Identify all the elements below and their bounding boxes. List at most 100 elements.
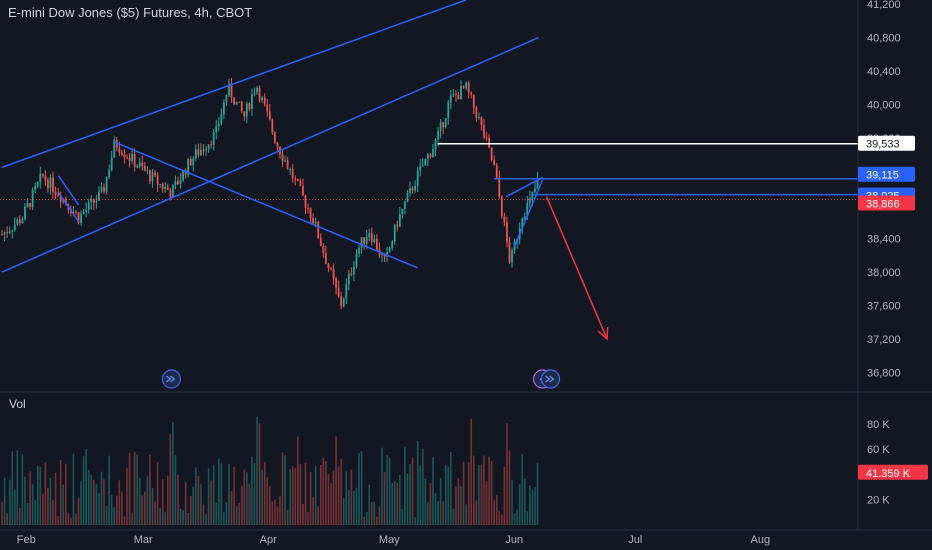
candle: [1, 230, 3, 236]
candle: [429, 152, 432, 159]
candle: [215, 120, 218, 140]
volume-bar: [439, 478, 442, 525]
volume-bar: [235, 505, 238, 525]
volume-bar: [332, 470, 335, 525]
candle: [393, 224, 396, 245]
volume-bar: [268, 486, 271, 525]
volume-bar: [434, 493, 437, 525]
volume-bar: [498, 511, 501, 525]
volume-bar: [215, 502, 218, 525]
volume-bar: [195, 467, 197, 525]
candle: [141, 155, 144, 171]
events-marker-icon[interactable]: [540, 369, 561, 389]
volume-bar: [480, 464, 483, 525]
candle: [34, 182, 37, 194]
volume-bar: [353, 490, 355, 525]
volume-bar: [49, 477, 52, 525]
candle: [240, 100, 243, 114]
volume-bar: [373, 501, 376, 525]
candle: [312, 213, 315, 225]
volume-bar: [345, 470, 348, 525]
volume-bar: [223, 512, 225, 525]
candle: [276, 141, 279, 152]
volume-bar: [146, 476, 149, 525]
time-axis[interactable]: Feb Mar Apr May Jun Jul Aug: [17, 534, 770, 546]
candle: [447, 99, 450, 125]
volume-bar: [8, 479, 11, 525]
volume-bar: [381, 447, 383, 525]
candle: [24, 203, 26, 221]
time-tick-label: Jun: [505, 534, 523, 546]
events-marker-icon[interactable]: [161, 369, 182, 389]
candle: [475, 105, 478, 122]
candle: [225, 94, 228, 106]
volume-bar: [82, 456, 85, 525]
event-markers-layer[interactable]: [161, 369, 561, 389]
candle: [304, 194, 307, 215]
volume-badge: 41.359 K: [858, 464, 928, 480]
volume-bar: [266, 477, 269, 525]
volume-bar: [80, 481, 82, 525]
volume-bar: [98, 493, 100, 525]
volume-bar: [536, 462, 539, 525]
candle: [47, 177, 49, 193]
volume-bar: [314, 465, 317, 525]
candle: [335, 276, 337, 295]
volume-bar: [421, 448, 424, 525]
candle: [375, 234, 378, 251]
flag-line[interactable]: [57, 175, 80, 206]
candle: [490, 147, 493, 162]
candle: [506, 216, 508, 248]
volume-bar: [478, 464, 480, 525]
rising-wedge-lower-line[interactable]: [513, 179, 544, 248]
candle: [263, 93, 266, 107]
candle: [210, 140, 213, 149]
volume-bar: [87, 469, 90, 525]
candle: [534, 181, 536, 194]
candle: [360, 237, 363, 254]
volume-bar: [149, 454, 151, 525]
volume-bar: [144, 491, 146, 525]
volume-bar: [411, 457, 414, 525]
candle: [21, 216, 24, 224]
rising-wedge-upper-line[interactable]: [505, 176, 543, 198]
candle: [388, 246, 391, 253]
projection-arrow[interactable]: [545, 196, 609, 341]
candle: [289, 167, 292, 176]
volume-bar: [401, 509, 404, 525]
volume-bar: [348, 489, 350, 525]
candle: [350, 267, 353, 277]
candle: [511, 247, 513, 268]
volume-bar: [503, 466, 506, 525]
volume-bar: [406, 473, 409, 525]
volume-bar: [93, 480, 95, 525]
channel-upper-line[interactable]: [1, 0, 467, 169]
volume-tick-label: 20 K: [867, 495, 890, 507]
volume-bar: [299, 464, 302, 525]
candle: [472, 94, 475, 114]
candle: [396, 220, 399, 232]
volume-bar: [355, 487, 358, 525]
volume-bar: [429, 483, 432, 525]
candle: [92, 198, 95, 210]
candle: [36, 181, 39, 189]
volume-bar: [59, 460, 62, 525]
candle: [317, 220, 320, 239]
flag-line[interactable]: [57, 192, 80, 223]
volume-bar: [261, 469, 263, 525]
volume-bar: [151, 488, 154, 525]
falling-trendline-line[interactable]: [114, 141, 418, 269]
candle: [503, 212, 506, 227]
volume-bar: [110, 494, 113, 525]
volume-bar: [1, 501, 3, 525]
candle: [488, 134, 490, 149]
channel-lower-line[interactable]: [1, 36, 539, 273]
candle: [426, 153, 429, 167]
volume-bar: [182, 510, 184, 525]
price-axis[interactable]: 41,20040,80040,40040,00039,60038,40038,0…: [0, 0, 932, 531]
price-tick-label: 37,200: [867, 334, 901, 346]
candle: [110, 151, 113, 172]
candle: [138, 157, 141, 169]
